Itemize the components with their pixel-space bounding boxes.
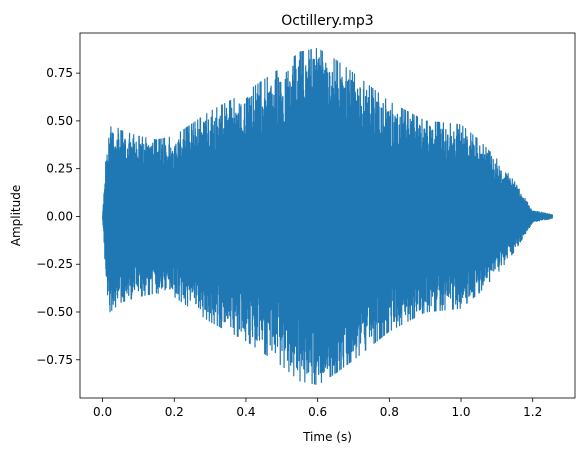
y-axis-label: Amplitude: [9, 185, 23, 247]
x-axis-ticks: 0.0 0.2 0.4 0.6 0.8 1.0 1.2: [93, 398, 542, 419]
y-tick-label: −0.50: [36, 305, 73, 319]
y-tick-label: −0.25: [36, 257, 73, 271]
y-tick-label: 0.75: [46, 66, 73, 80]
y-tick-label: 0.00: [46, 209, 73, 223]
x-tick-label: 1.0: [451, 405, 470, 419]
waveform-series: [101, 47, 554, 385]
x-tick-label: 0.8: [380, 405, 399, 419]
x-tick-label: 1.2: [523, 405, 542, 419]
y-tick-label: 0.50: [46, 114, 73, 128]
y-tick-label: −0.75: [36, 353, 73, 367]
x-axis-label: Time (s): [302, 430, 352, 444]
y-tick-label: 0.25: [46, 162, 73, 176]
chart-title: Octillery.mp3: [281, 13, 373, 29]
x-tick-label: 0.0: [93, 405, 112, 419]
x-tick-label: 0.6: [308, 405, 327, 419]
x-tick-label: 0.4: [236, 405, 255, 419]
y-axis-ticks: −0.75 −0.50 −0.25 0.00 0.25 0.50 0.75: [36, 66, 80, 367]
plot-frame: [79, 32, 576, 399]
waveform-line: [101, 47, 554, 385]
x-tick-label: 0.2: [165, 405, 184, 419]
